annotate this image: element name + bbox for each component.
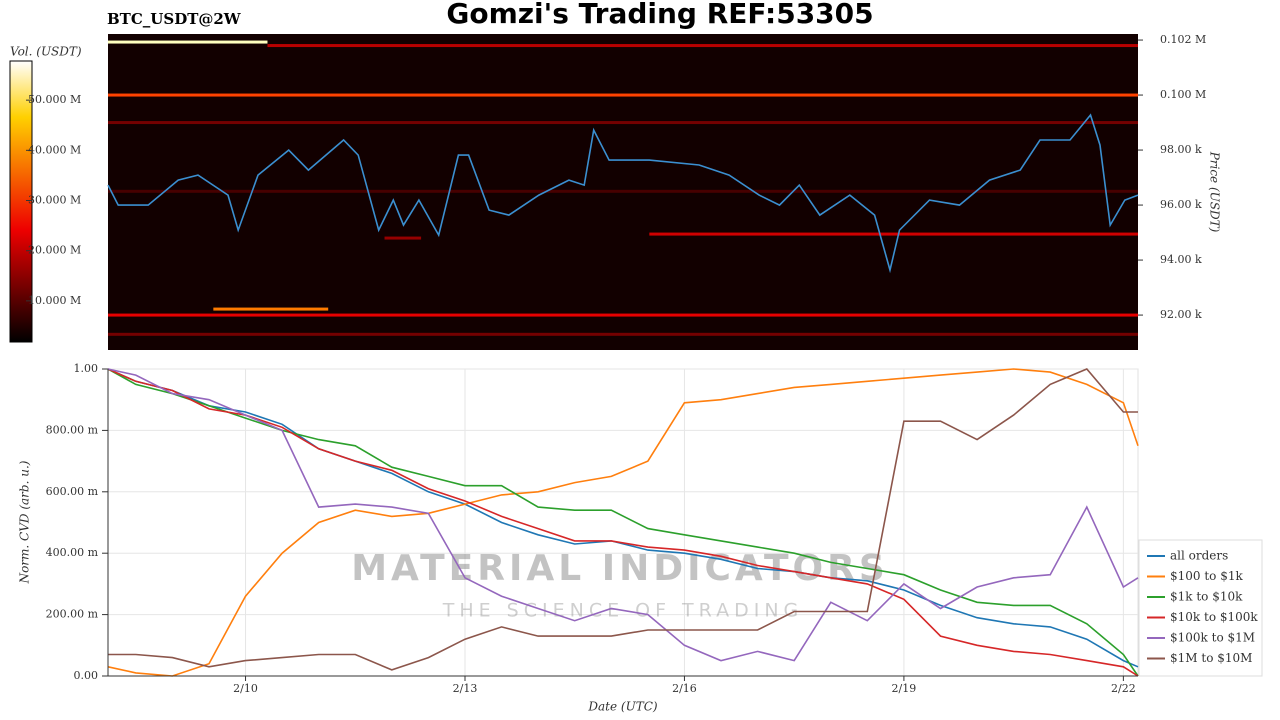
- liquidity-band: [384, 236, 422, 240]
- y-axis-label: Price (USDT): [1208, 151, 1222, 233]
- colorbar: [9, 60, 33, 343]
- y-tick-label: 800.00 m: [46, 423, 99, 436]
- liquidity-band: [108, 313, 1138, 317]
- liquidity-band: [108, 40, 268, 44]
- colorbar-tick-label: 50.000 M: [28, 93, 81, 106]
- cvd-line: [107, 368, 1139, 668]
- legend-label: $10k to $100k: [1170, 610, 1258, 624]
- liquidity-band: [213, 307, 329, 311]
- y-tick-label: 92.00 k: [1160, 308, 1202, 321]
- legend-box: [1138, 539, 1263, 677]
- colorbar-tick-label: 10.000 M: [28, 294, 81, 307]
- y-tick-label: 0.102 M: [1160, 33, 1206, 46]
- legend-label: all orders: [1170, 549, 1228, 563]
- cvd-line: [107, 368, 1139, 662]
- legend-label: $100 to $1k: [1170, 569, 1243, 583]
- liquidity-band: [108, 93, 1138, 97]
- legend-label: $100k to $1M: [1170, 631, 1255, 645]
- y-tick-label: 200.00 m: [46, 608, 99, 621]
- x-tick-label: 2/13: [453, 682, 478, 695]
- y-tick-label: 1.00: [74, 362, 99, 375]
- colorbar-tick-label: 40.000 M: [28, 143, 81, 156]
- y-tick-label: 94.00 k: [1160, 253, 1202, 266]
- liquidity-band: [108, 121, 1138, 125]
- x-tick-label: 2/22: [1111, 682, 1136, 695]
- y-tick-label: 0.00: [74, 669, 99, 682]
- liquidity-band: [108, 189, 1138, 193]
- colorbar-tick-label: 30.000 M: [28, 193, 81, 206]
- colorbar-label: Vol. (USDT): [10, 45, 82, 59]
- x-axis-label: Date (UTC): [587, 700, 657, 714]
- liquidity-band: [267, 44, 1138, 48]
- legend-label: $1k to $10k: [1170, 590, 1243, 604]
- watermark-text: MATERIAL INDICATORS: [351, 548, 889, 589]
- x-tick-label: 2/19: [892, 682, 917, 695]
- cvd-line: [107, 368, 1139, 677]
- liquidity-band: [108, 332, 1138, 336]
- y-tick-label: 600.00 m: [46, 485, 99, 498]
- price-line: [107, 113, 1139, 274]
- cvd-line: [108, 368, 1138, 671]
- legend-label: $1M to $10M: [1170, 651, 1252, 665]
- plot-frame: [107, 368, 1139, 677]
- y-tick-label: 96.00 k: [1160, 198, 1202, 211]
- chart-subtitle: BTC_USDT@2W: [107, 10, 242, 28]
- y-tick-label: 0.100 M: [1160, 88, 1206, 101]
- x-tick-label: 2/10: [233, 682, 258, 695]
- cvd-line: [107, 368, 1139, 677]
- y-tick-label: 400.00 m: [46, 546, 99, 559]
- x-tick-label: 2/16: [672, 682, 697, 695]
- y-axis-label: Norm. CVD (arb. u.): [18, 460, 32, 584]
- liquidity-band: [649, 232, 1138, 236]
- chart-title: Gomzi's Trading REF:53305: [446, 0, 873, 30]
- y-tick-label: 98.00 k: [1160, 143, 1202, 156]
- colorbar-tick-label: 20.000 M: [28, 244, 81, 257]
